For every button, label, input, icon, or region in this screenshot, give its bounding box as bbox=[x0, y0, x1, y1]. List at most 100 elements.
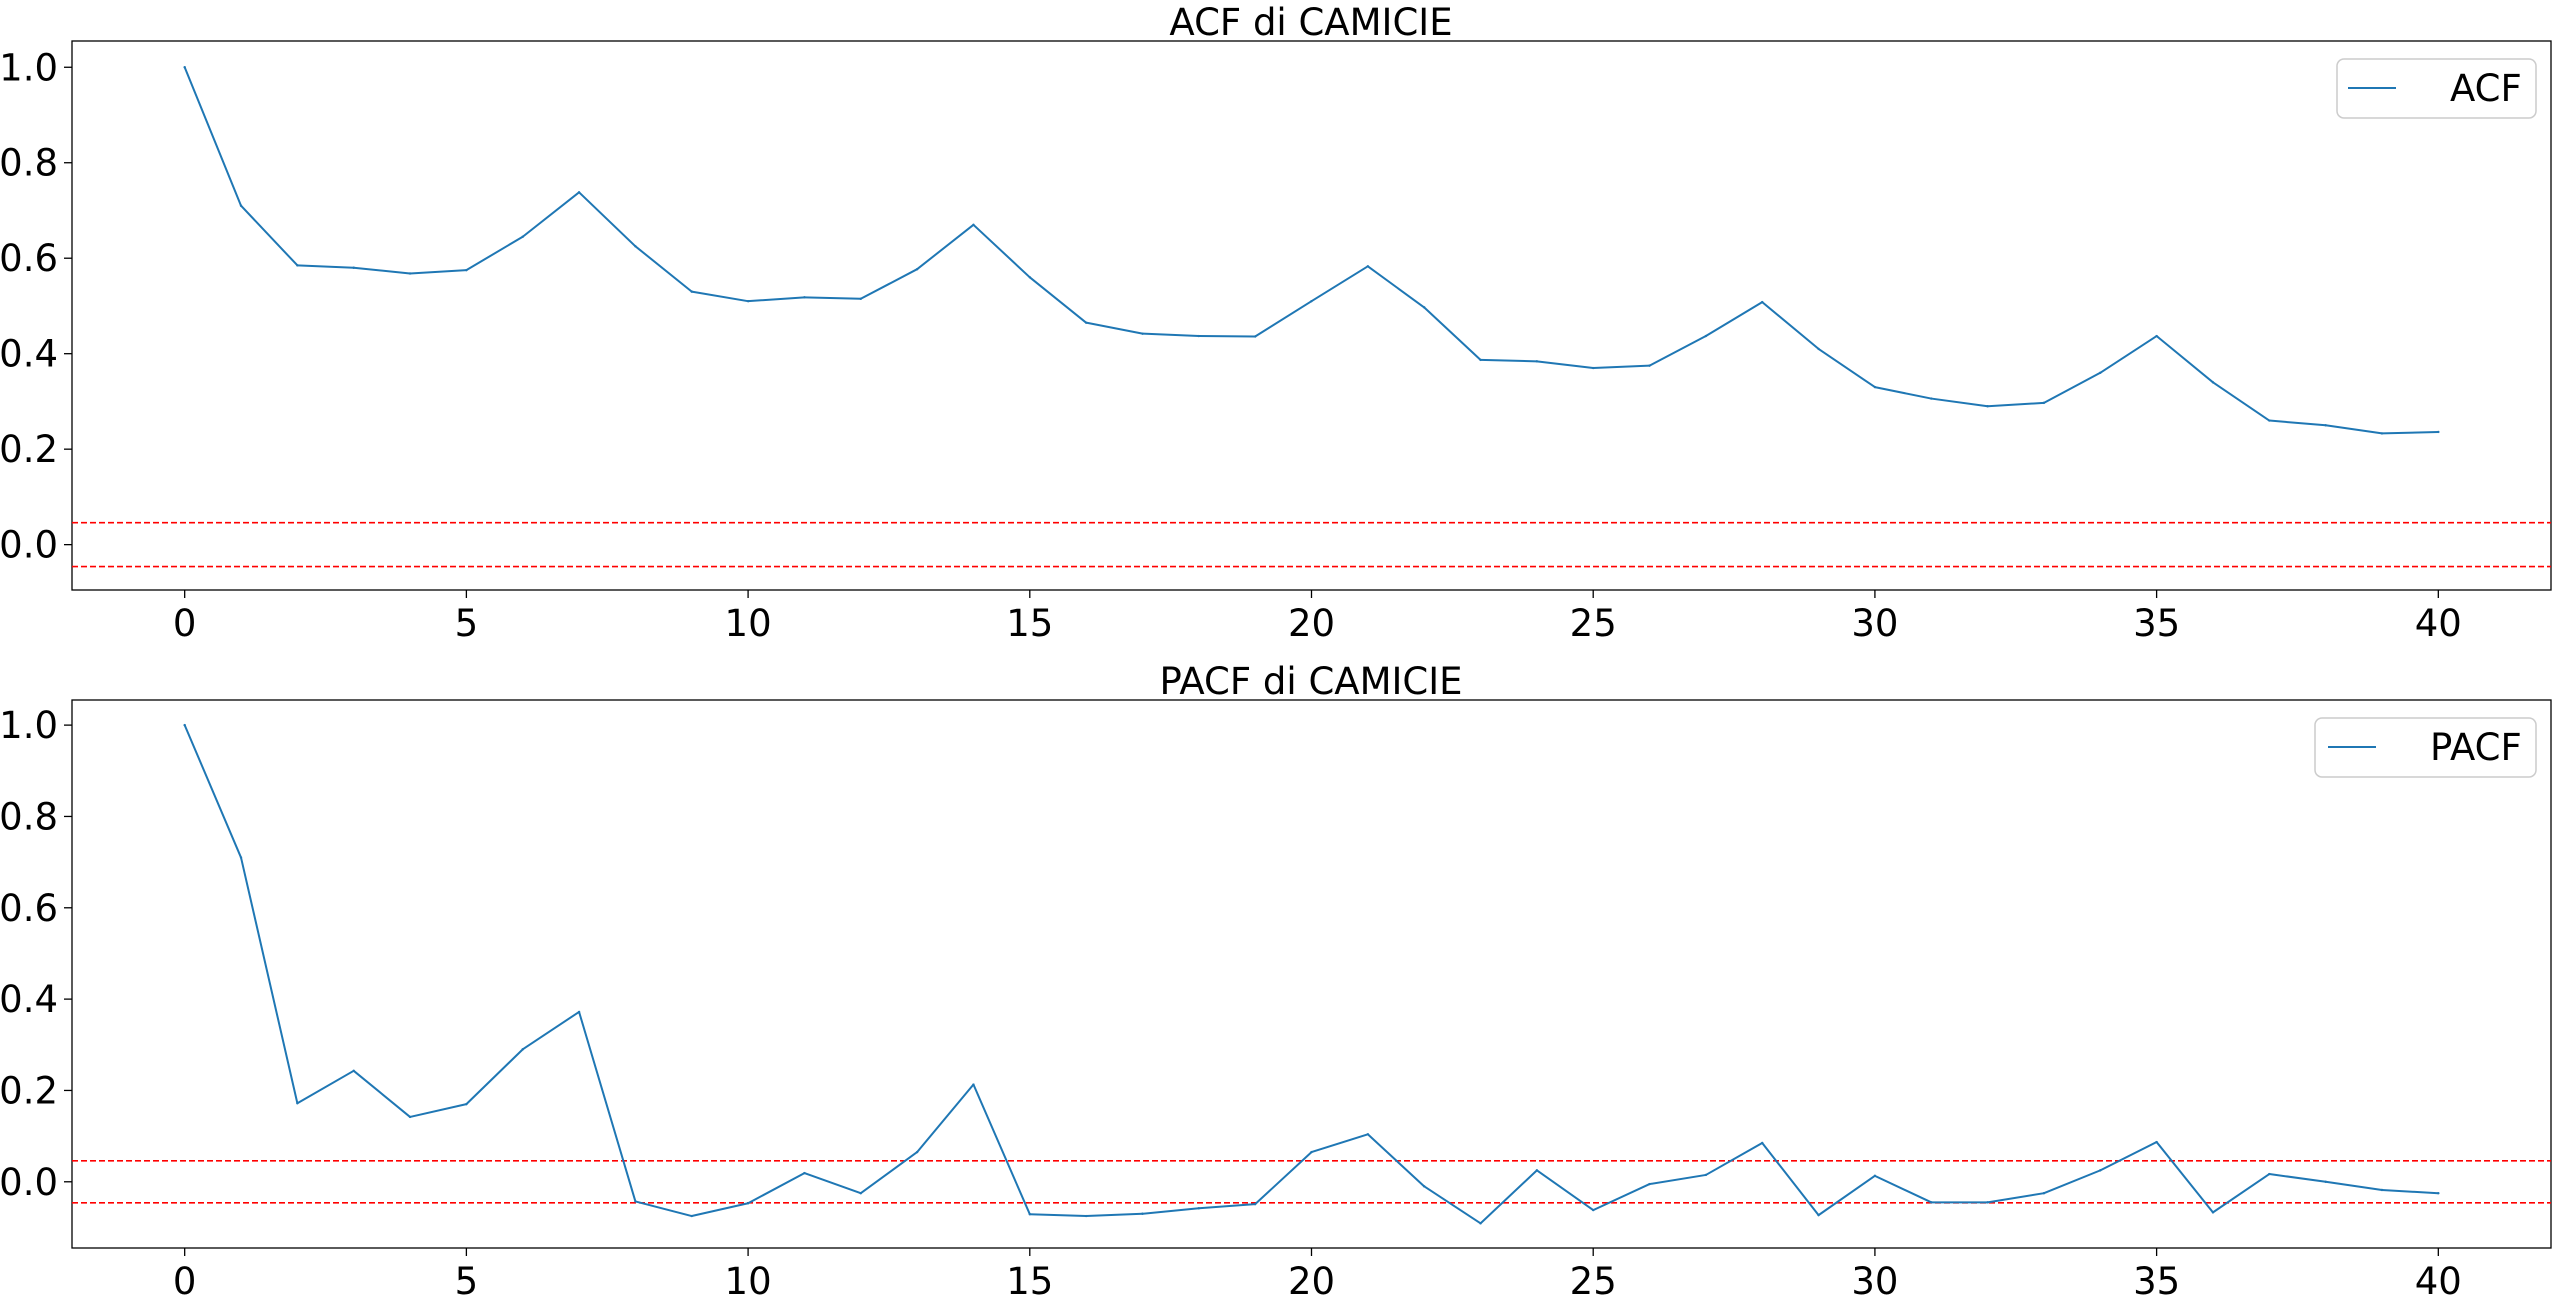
acf-data-point bbox=[2268, 419, 2271, 422]
pacf-y-tick-label: -0.0 bbox=[0, 1161, 58, 1204]
pacf-line-segment bbox=[1423, 1185, 1482, 1225]
pacf-line-segment bbox=[1085, 1212, 1144, 1218]
pacf-data-point bbox=[465, 1102, 468, 1106]
acf-line-segment bbox=[1423, 306, 1482, 361]
pacf-line-segment bbox=[2268, 1173, 2327, 1183]
pacf-data-point bbox=[859, 1192, 862, 1195]
pacf-line-segment bbox=[690, 1202, 750, 1218]
acf-data-point bbox=[1253, 335, 1257, 338]
pacf-line-segment bbox=[1479, 1169, 1538, 1225]
acf-line-segment bbox=[1930, 397, 1989, 408]
acf-data-point bbox=[2380, 432, 2384, 435]
pacf-line-segment bbox=[465, 1048, 524, 1106]
acf-line-segment bbox=[1141, 332, 1200, 338]
pacf-line-segment bbox=[1648, 1173, 1707, 1186]
acf-line-segment bbox=[1310, 265, 1369, 303]
pacf-line-segment bbox=[2380, 1189, 2440, 1195]
acf-data-point bbox=[1479, 358, 1482, 362]
acf-line-segment bbox=[1648, 335, 1707, 367]
pacf-data-point bbox=[1479, 1222, 1482, 1225]
pacf-data-point bbox=[1930, 1201, 1933, 1204]
pacf-line-segment bbox=[2099, 1141, 2158, 1172]
acf-data-point bbox=[1422, 306, 1426, 309]
pacf-y-tick-label: 1.0 bbox=[0, 704, 58, 747]
acf-line-segment bbox=[183, 66, 243, 207]
pacf-line-segment bbox=[1254, 1151, 1313, 1206]
pacf-x-tick-label: 20 bbox=[1288, 1260, 1335, 1299]
pacf-line-segment bbox=[1197, 1203, 1257, 1210]
acf-data-point bbox=[2211, 381, 2215, 384]
acf-data-point bbox=[1141, 332, 1144, 335]
acf-data-point bbox=[2099, 371, 2102, 374]
acf-chart-title: ACF di CAMICIE bbox=[1169, 1, 1452, 44]
pacf-data-point bbox=[803, 1171, 806, 1175]
acf-data-point bbox=[352, 266, 355, 269]
acf-data-point bbox=[915, 267, 919, 271]
acf-data-point bbox=[1873, 385, 1877, 389]
acf-legend: ACF bbox=[2336, 58, 2537, 119]
pacf-x-tick-label: 0 bbox=[173, 1260, 197, 1299]
acf-data-point bbox=[2155, 334, 2158, 338]
pacf-data-point bbox=[1084, 1214, 1088, 1218]
pacf-y-tick-label: 0.8 bbox=[0, 795, 58, 838]
pacf-data-point bbox=[1704, 1173, 1708, 1177]
pacf-data-point bbox=[296, 1102, 299, 1105]
pacf-data-point bbox=[2042, 1192, 2046, 1195]
acf-data-point bbox=[1704, 334, 1708, 338]
acf-line-segment bbox=[2268, 419, 2327, 427]
pacf-series-lines bbox=[183, 724, 2440, 1225]
acf-legend-label: ACF bbox=[2450, 67, 2522, 110]
pacf-line-segment bbox=[352, 1069, 412, 1118]
acf-data-point bbox=[1197, 334, 1201, 338]
pacf-data-point bbox=[521, 1048, 524, 1051]
pacf-line-segment bbox=[409, 1103, 468, 1118]
acf-x-tick-label: 5 bbox=[455, 602, 479, 645]
pacf-data-point bbox=[1422, 1185, 1426, 1188]
pacf-data-point bbox=[239, 856, 243, 859]
pacf-line-segment bbox=[1592, 1183, 1651, 1212]
pacf-data-point bbox=[1028, 1213, 1031, 1216]
pacf-data-point bbox=[408, 1115, 412, 1119]
pacf-data-point bbox=[1761, 1141, 1764, 1145]
pacf-line-segment bbox=[578, 1010, 637, 1203]
acf-line-segment bbox=[465, 235, 524, 272]
pacf-legend-box bbox=[2314, 717, 2537, 778]
pacf-line-segment bbox=[1366, 1133, 1426, 1188]
acf-line-segment bbox=[803, 296, 862, 300]
acf-line-segment bbox=[1028, 276, 1088, 324]
acf-data-point bbox=[1028, 276, 1031, 279]
acf-x-tick-label: 30 bbox=[1851, 602, 1898, 645]
acf-x-tick-label: 20 bbox=[1288, 602, 1335, 645]
acf-x-tick-label: 35 bbox=[2133, 602, 2180, 645]
acf-data-point bbox=[1986, 405, 1989, 408]
acf-y-tick-label: 0.6 bbox=[0, 237, 58, 280]
pacf-line-segment bbox=[183, 724, 243, 859]
pacf-line-segment bbox=[972, 1083, 1031, 1216]
acf-data-point bbox=[859, 297, 862, 300]
pacf-data-point bbox=[1141, 1212, 1144, 1215]
pacf-line-segment bbox=[296, 1069, 355, 1105]
acf-y-tick-label: 1.0 bbox=[0, 46, 58, 89]
acf-x-tick-label: 10 bbox=[725, 602, 772, 645]
acf-data-point bbox=[577, 191, 581, 194]
pacf-line-segment bbox=[747, 1172, 806, 1205]
acf-line-segment bbox=[1986, 401, 2045, 408]
pacf-line-segment bbox=[1535, 1169, 1595, 1212]
acf-line-segment bbox=[634, 245, 693, 293]
acf-line-segment bbox=[2380, 430, 2440, 435]
pacf-x-tick-label: 5 bbox=[455, 1260, 479, 1299]
pacf-x-tick-label: 25 bbox=[1570, 1260, 1617, 1299]
acf-data-point bbox=[296, 264, 299, 267]
pacf-data-point bbox=[2268, 1172, 2271, 1176]
pacf-line-segment bbox=[2042, 1169, 2102, 1195]
acf-x-tick-label: 0 bbox=[173, 602, 197, 645]
acf-line-segment bbox=[1817, 347, 1876, 389]
pacf-data-point bbox=[2437, 1192, 2440, 1195]
pacf-y-tick-label: 0.4 bbox=[0, 978, 58, 1021]
acf-series-lines bbox=[183, 66, 2440, 435]
acf-line-segment bbox=[1704, 301, 1764, 338]
acf-x-tick-label: 15 bbox=[1006, 602, 1053, 645]
acf-line-segment bbox=[409, 269, 468, 275]
acf-data-point bbox=[1761, 300, 1764, 304]
